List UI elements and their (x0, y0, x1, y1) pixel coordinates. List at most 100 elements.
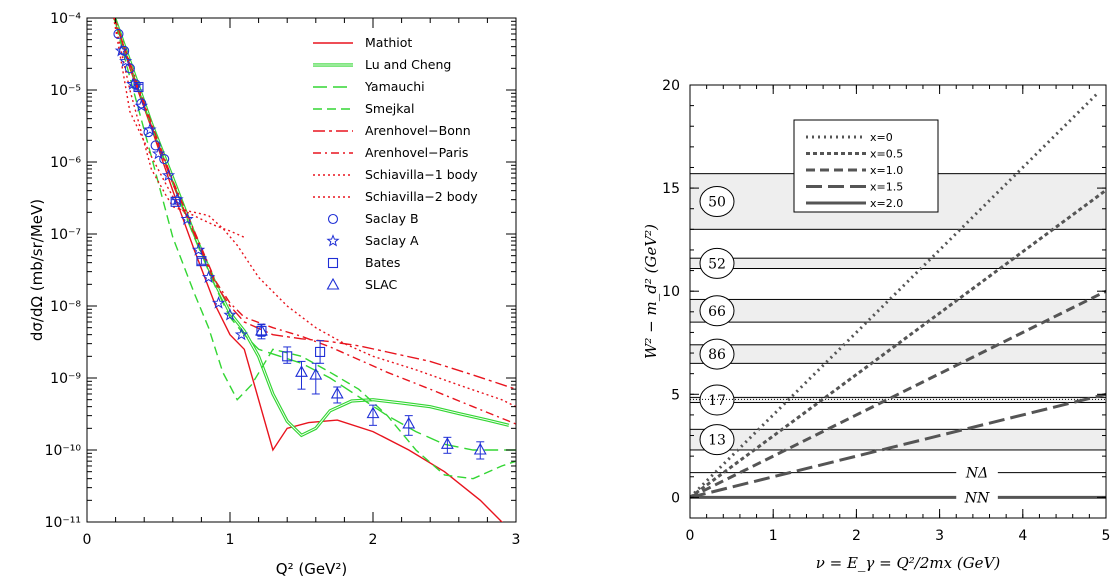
point-bates (282, 351, 293, 362)
band-label-66: 66 (708, 304, 726, 320)
x-tick-label: 3 (935, 528, 944, 544)
band-52 (689, 257, 1107, 270)
left-plot-frame (86, 17, 517, 523)
legend-label-smejkal: Smejkal (365, 101, 414, 116)
point-saclay-a (114, 43, 129, 57)
point-saclay-a (223, 308, 237, 321)
point-slac (255, 323, 268, 336)
band-label-52: 52 (708, 256, 726, 272)
band-13 (689, 428, 1107, 451)
line-x-1-0 (690, 289, 1106, 499)
legend-label-x-1-5: x=1.5 (870, 181, 903, 194)
point-saclay-a (180, 212, 194, 225)
legend-marker-bates (327, 257, 339, 269)
y-tick-label: 10⁻¹⁰ (45, 443, 82, 459)
point-slac (309, 367, 323, 380)
x-tick-label: 0 (83, 532, 92, 548)
x-tick-label: 0 (686, 528, 695, 544)
point-saclay-a (161, 168, 176, 182)
legend-marker-slac (326, 277, 340, 290)
left-curves (112, 18, 516, 522)
legend-label-x-1-0: x=1.0 (870, 164, 903, 177)
curve-arenhovel-paris (113, 18, 516, 425)
legend-label-schiavilla-1-body: Schiavilla−1 body (365, 167, 478, 182)
point-slac (440, 437, 454, 449)
y-tick-label: 10⁻⁴ (50, 11, 81, 27)
y-tick-label: 10⁻⁶ (50, 155, 81, 171)
legend-label-x-0: x=0 (870, 131, 893, 144)
band-label-17: 17 (708, 393, 726, 409)
point-saclay-a (201, 270, 216, 284)
left-legend: Mathiot Lu and Cheng Yamauchi Smejkal Arenho… (313, 35, 478, 292)
y-tick-label: 0 (671, 490, 680, 506)
band-86 (689, 344, 1107, 364)
legend-label-arenhovel-bonn: Arenhovel−Bonn (365, 123, 471, 138)
point-saclay-a (170, 192, 184, 206)
legend-marker-saclay-a (326, 234, 340, 247)
legend-label-x-2-0: x=2.0 (870, 197, 903, 210)
x-tick-label: 5 (1102, 528, 1111, 544)
curve-schiavilla-2-body (113, 18, 245, 238)
legend-marker-saclay-b (327, 213, 339, 225)
legend-label-lu-and-cheng: Lu and Cheng (365, 57, 451, 72)
right-plot-frame (689, 84, 1107, 519)
legend-label-mathiot: Mathiot (365, 35, 412, 50)
band-66 (689, 298, 1107, 323)
right-y-axis-label: W² − m_d² (GeV²) (642, 224, 660, 359)
point-saclay-a (234, 327, 249, 341)
curve-smejkal (113, 18, 516, 480)
line-x-0-5 (690, 188, 1106, 499)
right-x-axis-label: ν = E_γ = Q²/2mx (GeV) (816, 554, 1001, 572)
point-saclay-a (134, 99, 148, 112)
right-legend-box (793, 119, 939, 213)
legend-label-bates: Bates (365, 255, 400, 270)
x-tick-label: 1 (226, 532, 235, 548)
left-y-axis-label: dσ/dΩ (mb/sr/MeV) (28, 199, 46, 341)
point-slac (366, 406, 380, 419)
nn-gap (956, 493, 998, 502)
band-label-circle (699, 338, 735, 370)
point-saclay-a (151, 146, 166, 160)
y-tick-label: 10⁻⁵ (50, 83, 81, 99)
point-saclay-a (191, 243, 206, 256)
legend-label-saclay-b: Saclay B (365, 211, 419, 226)
band-label-13: 13 (708, 433, 726, 449)
legend-label-saclay-a: Saclay A (365, 233, 419, 248)
y-tick-label: 10⁻⁸ (50, 299, 81, 315)
legend-label-slac: SLAC (365, 277, 398, 292)
x-tick-label: 4 (1018, 528, 1027, 544)
point-bates (315, 346, 326, 358)
y-tick-label: 5 (671, 387, 680, 403)
legend-label-x-0-5: x=0.5 (870, 148, 903, 161)
x-tick-label: 2 (852, 528, 861, 544)
legend-label-yamauchi: Yamauchi (364, 79, 425, 94)
curve-lu-and-cheng (113, 18, 510, 438)
left-x-axis-label: Q² (GeV²) (276, 560, 347, 578)
point-slac (330, 386, 344, 399)
right-lines: NN (690, 92, 1106, 506)
band-label-50: 50 (708, 194, 726, 210)
x-tick-label: 3 (512, 532, 521, 548)
left-data-points (113, 28, 487, 460)
band-17 (689, 396, 1107, 404)
point-slac (473, 442, 487, 455)
band-label-circle (699, 185, 735, 217)
cross-section-chart: 0 1 2 3 10⁻¹¹ 10⁻¹⁰ 10⁻⁹ 10⁻⁸ 10⁻⁷ 10⁻⁶ 10⁻⁵ 10⁻⁴ M… (28, 11, 520, 578)
x-tick-label: 2 (369, 532, 378, 548)
point-saclay-b (150, 140, 161, 151)
line-x-1-5 (690, 392, 1106, 499)
threshold-label-nn-top: NN (964, 490, 990, 506)
point-bates (170, 196, 181, 207)
curve-yamauchi (113, 18, 516, 451)
point-bates (133, 81, 144, 93)
band-label-circle (699, 424, 735, 456)
point-saclay-b (159, 153, 170, 165)
curve-schiavilla-1-body (112, 18, 516, 408)
right-thresholds: NΔ NN (690, 466, 1106, 506)
x-tick-label: 1 (769, 528, 778, 544)
band-label-86: 86 (708, 347, 726, 363)
y-tick-label: 20 (662, 78, 680, 94)
